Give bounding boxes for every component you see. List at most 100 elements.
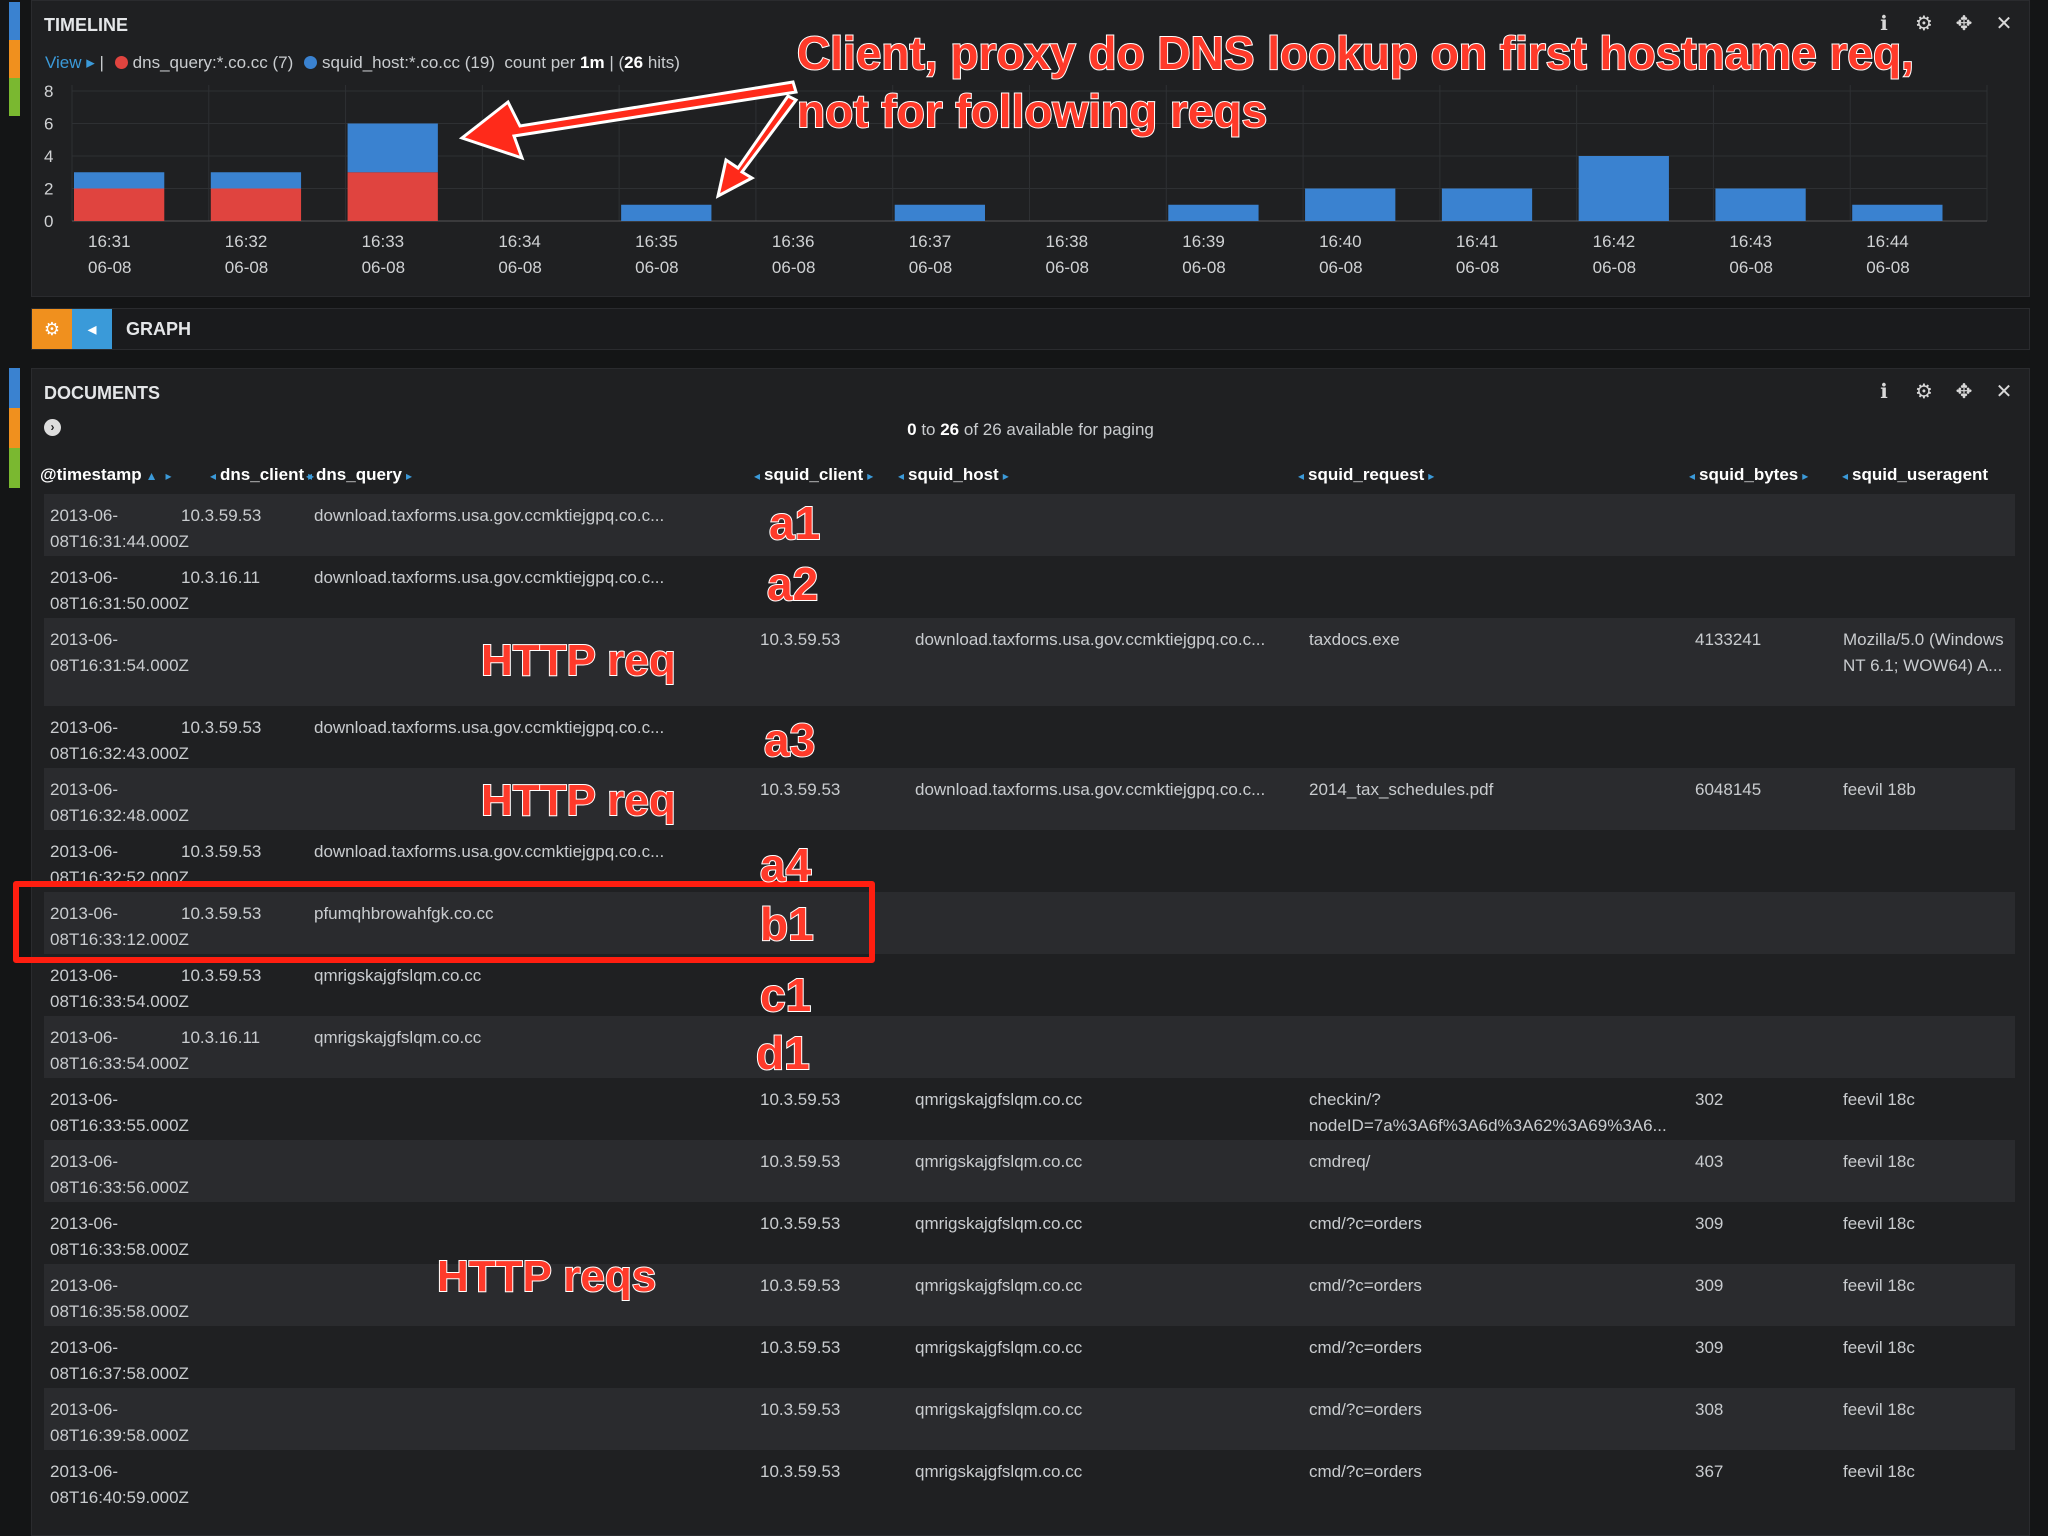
- table-row[interactable]: 2013-06- 08T16:39:58.000Z 10.3.59.53 qmrigs…: [44, 1388, 2015, 1450]
- timeline-chart[interactable]: 0 2 4 6 8 16:31 06-08 16:32 06-08 16:33 06-08 16:34…: [32, 73, 2030, 293]
- panel-color-strip: [9, 448, 20, 488]
- table-row[interactable]: 2013-06- 08T16:33:54.000Z 10.3.16.11 qmrigs…: [44, 1016, 2015, 1078]
- cell-squid-bytes: 309: [1695, 1276, 1724, 1295]
- bar-squid-host[interactable]: [1441, 188, 1533, 222]
- annotation-callout-line: not for following reqs: [796, 84, 1268, 138]
- x-tick-label: 16:43: [1729, 232, 1772, 251]
- paging-from: 0: [907, 420, 917, 439]
- bar-squid-host[interactable]: [74, 172, 165, 189]
- x-tick-date-label: 06-08: [225, 258, 268, 277]
- sort-ascending-icon[interactable]: ▲: [145, 469, 158, 483]
- x-tick-label: 16:31: [88, 232, 131, 251]
- cell-squid-host: qmrigskajgfslqm.co.cc: [915, 1152, 1083, 1171]
- cell-squid-request: cmdreq/: [1309, 1152, 1371, 1171]
- panel-color-strip: [9, 408, 20, 448]
- field-list-toggle-icon[interactable]: ›: [44, 419, 61, 436]
- bar-squid-host[interactable]: [1168, 204, 1259, 221]
- cell-timestamp: 2013-06- 08T16:33:56.000Z: [50, 1149, 210, 1201]
- table-row[interactable]: 2013-06- 08T16:32:48.000Z 10.3.59.53 downlo…: [44, 768, 2015, 830]
- timestamp-time: 08T16:33:54.000Z: [50, 992, 189, 1011]
- cell-dns-query: download.taxforms.usa.gov.ccmktiejgpq.co…: [314, 568, 665, 587]
- cell-squid-client: 10.3.59.53: [760, 1338, 841, 1357]
- cell-dns-query: qmrigskajgfslqm.co.cc: [314, 966, 482, 985]
- table-row[interactable]: 2013-06- 08T16:31:50.000Z 10.3.16.11 downlo…: [44, 556, 2015, 618]
- annotation-arrow: [715, 94, 799, 199]
- bar-squid-host[interactable]: [621, 204, 712, 221]
- y-tick-label: 8: [44, 82, 53, 101]
- x-tick-date-label: 06-08: [1456, 258, 1499, 277]
- view-menu-link[interactable]: View ▸: [45, 53, 95, 72]
- move-right-icon: ▸: [406, 469, 413, 483]
- table-row[interactable]: 2013-06- 08T16:40:59.000Z 10.3.59.53 qmrigs…: [44, 1450, 2015, 1512]
- cell-dns-client: 10.3.16.11: [181, 568, 261, 587]
- close-icon[interactable]: ✕: [1995, 381, 2013, 403]
- cell-squid-bytes: 403: [1695, 1152, 1724, 1171]
- cell-squid-host: qmrigskajgfslqm.co.cc: [915, 1214, 1083, 1233]
- bar-dns-query[interactable]: [74, 188, 165, 222]
- column-header-squid-request[interactable]: ◂ squid_request ▸: [1298, 465, 1435, 484]
- graph-gear-button[interactable]: ⚙: [32, 309, 72, 349]
- column-header-dns-query[interactable]: ◂ dns_query ▸: [306, 465, 413, 484]
- timestamp-time: 08T16:40:59.000Z: [50, 1488, 189, 1507]
- annotation-callout-line: Client, proxy do DNS lookup on first hos…: [796, 26, 1915, 80]
- cell-timestamp: 2013-06- 08T16:32:43.000Z: [50, 715, 210, 767]
- x-tick-date-label: 06-08: [362, 258, 405, 277]
- bar-squid-host[interactable]: [1852, 204, 1943, 221]
- table-row[interactable]: 2013-06- 08T16:33:55.000Z 10.3.59.53 qmrigs…: [44, 1078, 2015, 1140]
- timestamp-date: 2013-06-: [50, 1462, 119, 1481]
- bar-squid-host[interactable]: [1715, 188, 1806, 222]
- close-icon[interactable]: ✕: [1995, 13, 2013, 35]
- column-header-timestamp[interactable]: @timestamp ▲ ▸: [40, 465, 172, 484]
- interval-value[interactable]: 1m: [580, 53, 605, 72]
- column-header-dns-client[interactable]: ◂ dns_client ▸: [210, 465, 315, 484]
- cell-squid-host: qmrigskajgfslqm.co.cc: [915, 1276, 1083, 1295]
- column-header-squid-client[interactable]: ◂ squid_client ▸: [754, 465, 874, 484]
- timestamp-date: 2013-06-: [50, 506, 119, 525]
- cell-squid-request: cmd/?c=orders: [1309, 1276, 1422, 1295]
- move-icon[interactable]: ✥: [1955, 381, 1973, 403]
- timeline-panel: TIMELINE ℹ ⚙ ✥ ✕ View ▸ | dns_query:*.co…: [31, 0, 2030, 297]
- cell-squid-host: qmrigskajgfslqm.co.cc: [915, 1462, 1083, 1481]
- bar-squid-host[interactable]: [894, 204, 985, 221]
- bar-squid-host[interactable]: [210, 172, 302, 189]
- move-right-icon[interactable]: ▸: [165, 469, 172, 483]
- graph-title: GRAPH: [126, 319, 192, 339]
- graph-expand-button[interactable]: ◂: [72, 309, 112, 349]
- cell-timestamp: 2013-06- 08T16:31:50.000Z: [50, 565, 210, 617]
- bar-dns-query[interactable]: [210, 188, 302, 222]
- bar-squid-host[interactable]: [1578, 156, 1669, 221]
- column-header-squid-host[interactable]: ◂ squid_host ▸: [898, 465, 1009, 484]
- cell-squid-bytes: 308: [1695, 1400, 1724, 1419]
- cell-squid-client: 10.3.59.53: [760, 1400, 841, 1419]
- table-row[interactable]: 2013-06- 08T16:32:43.000Z 10.3.59.53 downlo…: [44, 706, 2015, 768]
- table-row[interactable]: 2013-06- 08T16:35:58.000Z 10.3.59.53 qmrigs…: [44, 1264, 2015, 1326]
- legend-item-dns-query[interactable]: dns_query:*.co.cc (7): [132, 53, 294, 72]
- bar-squid-host[interactable]: [347, 123, 438, 173]
- table-row[interactable]: 2013-06- 08T16:33:56.000Z 10.3.59.53 qmrigs…: [44, 1140, 2015, 1202]
- cell-timestamp: 2013-06- 08T16:32:48.000Z: [50, 777, 210, 829]
- timestamp-time: 08T16:33:55.000Z: [50, 1116, 189, 1135]
- timestamp-date: 2013-06-: [50, 630, 119, 649]
- move-left-icon: ◂: [1298, 469, 1305, 483]
- y-tick-label: 6: [44, 115, 53, 134]
- panel-color-strip: [9, 40, 20, 78]
- bar-dns-query[interactable]: [347, 172, 438, 221]
- legend-item-squid-host[interactable]: squid_host:*.co.cc (19): [322, 53, 495, 72]
- annotation-label-a1: a1: [768, 496, 821, 550]
- table-row[interactable]: 2013-06- 08T16:33:54.000Z 10.3.59.53 qmrigs…: [44, 954, 2015, 1016]
- gear-icon[interactable]: ⚙: [1915, 381, 1933, 403]
- x-tick-label: 16:44: [1866, 232, 1909, 251]
- info-icon[interactable]: ℹ: [1880, 381, 1888, 403]
- gear-icon[interactable]: ⚙: [1915, 13, 1933, 35]
- bar-squid-host[interactable]: [1305, 188, 1396, 222]
- move-icon[interactable]: ✥: [1955, 13, 1973, 35]
- info-icon[interactable]: ℹ: [1880, 13, 1888, 35]
- table-row[interactable]: 2013-06- 08T16:33:12.000Z 10.3.59.53 pfumqh…: [44, 892, 2015, 954]
- table-row[interactable]: 2013-06- 08T16:33:58.000Z 10.3.59.53 qmrigs…: [44, 1202, 2015, 1264]
- column-header-squid-useragent[interactable]: ◂ squid_useragent: [1842, 465, 1989, 484]
- column-header-squid-bytes[interactable]: ◂ squid_bytes ▸: [1689, 465, 1809, 484]
- table-row[interactable]: 2013-06- 08T16:37:58.000Z 10.3.59.53 qmrigs…: [44, 1326, 2015, 1388]
- annotation-label-a2: a2: [766, 557, 819, 611]
- table-row[interactable]: 2013-06- 08T16:31:44.000Z 10.3.59.53 downlo…: [44, 494, 2015, 556]
- table-row[interactable]: 2013-06- 08T16:31:54.000Z 10.3.59.53 downlo…: [44, 618, 2015, 706]
